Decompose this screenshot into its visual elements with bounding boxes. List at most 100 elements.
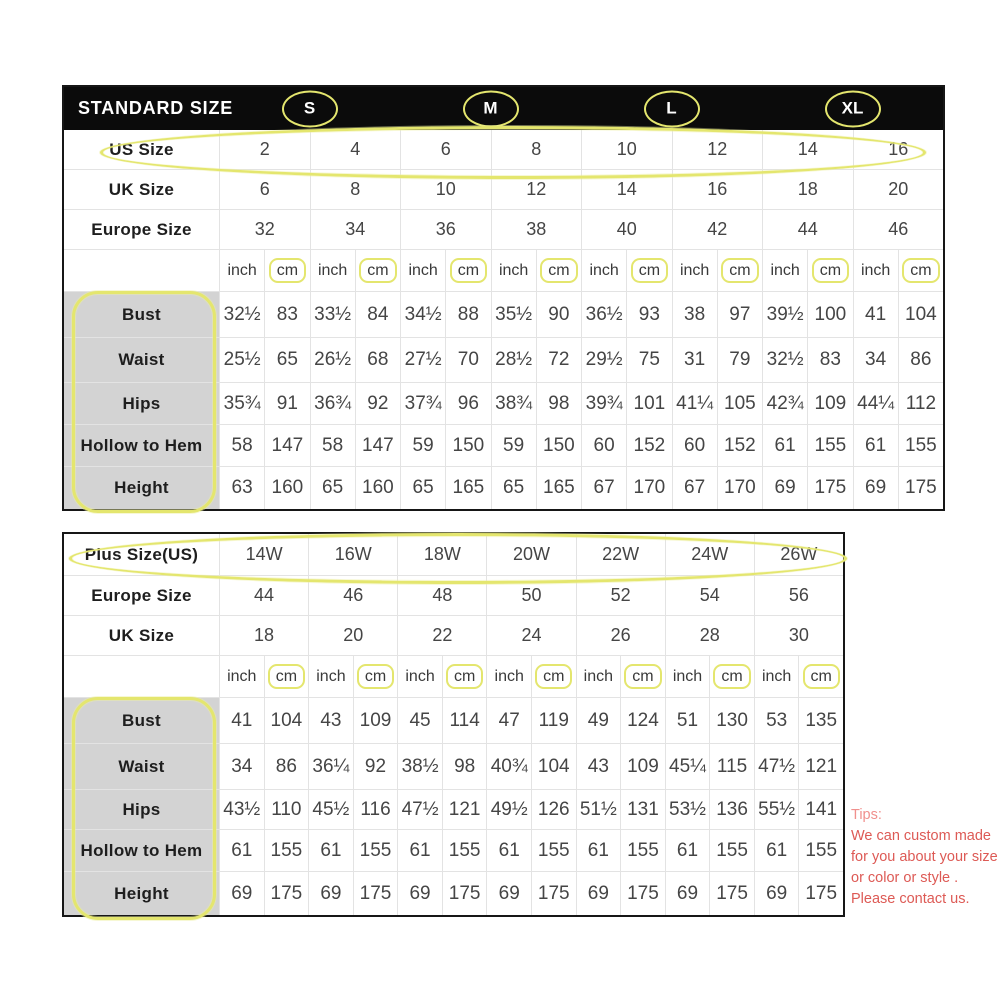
measure-value: 61	[576, 830, 621, 871]
measure-value: 25½	[220, 338, 265, 382]
unit-inch-label: inch	[310, 250, 355, 291]
size-oval-xl: XL	[824, 90, 881, 127]
measure-value: 26½	[310, 338, 355, 382]
measure-value: 109	[621, 744, 665, 789]
measure-value: 69	[665, 872, 710, 915]
size-value: 50	[487, 576, 576, 615]
measure-value: 104	[898, 292, 943, 337]
measure-value: 65	[491, 467, 536, 509]
measure-value: 150	[536, 425, 581, 466]
measure-value: 92	[355, 383, 400, 424]
measure-value: 110	[264, 790, 309, 829]
measure-value: 61	[665, 830, 710, 871]
size-value: 16	[853, 130, 943, 169]
measure-value: 53½	[665, 790, 710, 829]
row-label: Bust	[64, 698, 219, 743]
size-value: 6	[220, 170, 310, 209]
unit-cm-cell: cm	[717, 250, 762, 291]
size-value: 22	[398, 616, 487, 655]
size-value: 36	[401, 210, 491, 249]
size-value: 46	[853, 210, 943, 249]
measure-value: 61	[220, 830, 264, 871]
measure-value: 69	[763, 467, 808, 509]
measure-value: 34½	[401, 292, 446, 337]
measure-value: 61	[398, 830, 442, 871]
measure-value: 165	[446, 467, 491, 509]
measure-value: 91	[265, 383, 310, 424]
measure-value: 135	[799, 698, 843, 743]
unit-cm-cell: cm	[710, 656, 754, 697]
size-value: 42	[672, 210, 762, 249]
measure-value: 69	[576, 872, 621, 915]
measure-value: 59	[491, 425, 536, 466]
row-label: US Size	[64, 130, 219, 169]
unit-cm-cell: cm	[265, 250, 310, 291]
unit-inch-label: inch	[220, 250, 265, 291]
measure-value: 75	[627, 338, 672, 382]
unit-cm-cell: cm	[442, 656, 487, 697]
measure-value: 72	[536, 338, 581, 382]
measure-value: 155	[898, 425, 943, 466]
measure-value: 49½	[487, 790, 531, 829]
measure-value: 32½	[220, 292, 265, 337]
cm-highlight-box: cm	[267, 663, 306, 690]
cm-highlight-box: cm	[540, 257, 578, 284]
measure-value: 130	[710, 698, 754, 743]
measure-value: 155	[264, 830, 309, 871]
unit-inch-label: inch	[853, 250, 898, 291]
measure-value: 105	[717, 383, 762, 424]
standard-size-table: STANDARD SIZE S M L XL US Size 2 4 6 8 10 12 14 16 U…	[62, 85, 945, 513]
size-oval-s: S	[281, 90, 338, 127]
size-value: 26W	[754, 534, 843, 575]
tips-line: Please contact us.	[851, 891, 970, 907]
unit-blank-cell	[64, 250, 219, 291]
size-value: 38	[491, 210, 581, 249]
unit-inch-label: inch	[491, 250, 536, 291]
size-value: 20W	[487, 534, 576, 575]
measure-value: 124	[621, 698, 665, 743]
cm-highlight-box: cm	[449, 257, 488, 284]
size-value: 18	[763, 170, 853, 209]
row-label: Hollow to Hem	[64, 425, 219, 466]
row-label: Europe Size	[64, 576, 219, 615]
measure-value: 160	[265, 467, 310, 509]
size-value: 10	[582, 130, 672, 169]
measure-value: 43	[309, 698, 353, 743]
cm-highlight-box: cm	[721, 257, 759, 284]
measure-value: 165	[536, 467, 581, 509]
measure-value: 34	[853, 338, 898, 382]
size-value: 14	[763, 130, 853, 169]
measure-value: 83	[265, 292, 310, 337]
unit-cm-cell: cm	[355, 250, 400, 291]
size-value: 16W	[309, 534, 398, 575]
measure-value: 45	[398, 698, 442, 743]
measure-value: 39¾	[582, 383, 627, 424]
measure-value: 40¾	[487, 744, 531, 789]
measure-value: 175	[898, 467, 943, 509]
size-value: 14	[582, 170, 672, 209]
size-value: 16	[672, 170, 762, 209]
measure-value: 131	[621, 790, 665, 829]
measure-value: 31	[672, 338, 717, 382]
measure-value: 93	[627, 292, 672, 337]
measure-value: 114	[442, 698, 487, 743]
measure-value: 51½	[576, 790, 621, 829]
unit-cm-cell: cm	[532, 656, 576, 697]
size-value: 8	[310, 170, 400, 209]
measure-value: 175	[621, 872, 665, 915]
size-value: 18	[220, 616, 309, 655]
size-value: 14W	[220, 534, 309, 575]
measure-value: 100	[808, 292, 853, 337]
tips-line: We can custom made	[851, 828, 991, 844]
size-value: 40	[582, 210, 672, 249]
tips-note: Tips: We can custom made for you about yo…	[851, 805, 998, 910]
measure-value: 104	[264, 698, 309, 743]
measure-value: 38	[672, 292, 717, 337]
cm-highlight-box: cm	[268, 257, 307, 284]
measure-value: 63	[220, 467, 265, 509]
measure-value: 41	[853, 292, 898, 337]
unit-inch-label: inch	[309, 656, 353, 697]
measure-value: 45½	[309, 790, 353, 829]
cm-highlight-box: cm	[802, 663, 840, 690]
measure-value: 37¾	[401, 383, 446, 424]
